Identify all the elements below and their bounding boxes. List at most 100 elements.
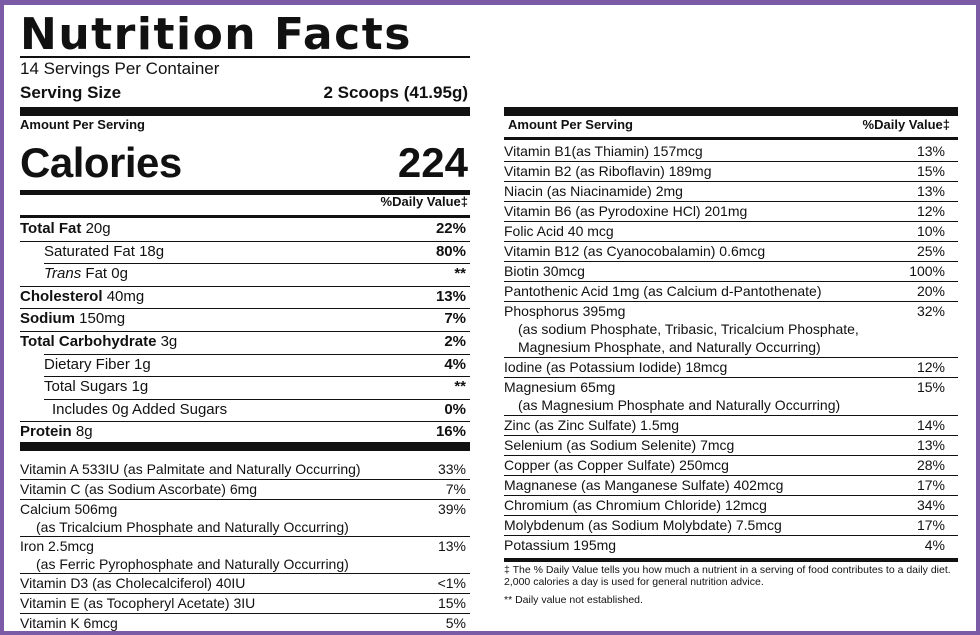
- nutrition-label: Nutrition Facts 14 Servings Per Containe…: [4, 5, 976, 631]
- vitamin-daily-value: 33%: [437, 461, 466, 477]
- macro-daily-value: 0%: [444, 401, 466, 418]
- macro-label: Includes 0g Added Sugars: [52, 401, 228, 418]
- calories-rule: [20, 190, 470, 195]
- row-divider: [44, 354, 470, 355]
- macro-daily-value: 13%: [435, 288, 466, 305]
- nutrient-source: Magnesium Phosphate, and Naturally Occur…: [518, 339, 821, 355]
- footnote-not-established: ** Daily value not established.: [504, 594, 643, 606]
- nutrient-daily-value: 14%: [916, 417, 945, 433]
- nutrient-name: Vitamin B2 (as Riboflavin) 189mg: [504, 163, 712, 179]
- row-divider: [504, 241, 958, 242]
- row-divider: [20, 331, 470, 332]
- macro-amount: 0g: [111, 265, 128, 282]
- nutrient-daily-value: 20%: [916, 283, 945, 299]
- vitamin-daily-value: 13%: [437, 538, 466, 554]
- nutrient-source: (as sodium Phosphate, Tribasic, Tricalci…: [518, 321, 859, 337]
- servings-per-container: 14 Servings Per Container: [20, 59, 220, 78]
- macro-name: Cholesterol 40mg: [20, 288, 144, 306]
- row-divider: [504, 515, 958, 516]
- row-divider: [20, 286, 470, 287]
- nutrient-name: Potassium 195mg: [504, 537, 617, 553]
- macro-daily-value: 16%: [435, 423, 466, 440]
- nutrient-daily-value: 17%: [916, 477, 945, 493]
- macro-label: Sodium: [20, 310, 75, 327]
- row-divider: [504, 495, 958, 496]
- right-amount-per-serving: Amount Per Serving: [508, 117, 633, 132]
- macro-amount: 1g: [134, 356, 151, 373]
- macro-amount: 18g: [139, 243, 165, 260]
- macro-label: Cholesterol: [20, 288, 103, 305]
- row-divider: [20, 593, 470, 594]
- vitamin-name: Iron 2.5mcg: [20, 538, 94, 554]
- nutrient-name: Biotin 30mcg: [504, 263, 585, 279]
- vitamin-name: Vitamin C (as Sodium Ascorbate) 6mg: [20, 481, 258, 497]
- row-divider: [20, 421, 470, 422]
- vitamin-name: Vitamin K 6mcg: [20, 615, 118, 631]
- footnote-calories: 2,000 calories a day is used for general…: [504, 576, 764, 588]
- macro-daily-value: **: [454, 378, 466, 395]
- nutrient-daily-value: 28%: [916, 457, 945, 473]
- nutrient-name: Molybdenum (as Sodium Molybdate) 7.5mcg: [504, 517, 782, 533]
- row-divider: [504, 435, 958, 436]
- macro-amount: 40mg: [106, 288, 145, 305]
- macro-name: Sodium 150mg: [20, 310, 125, 328]
- macro-label: Trans: [44, 265, 82, 282]
- left-amount-per-serving: Amount Per Serving: [20, 117, 145, 132]
- nutrient-name: Vitamin B1(as Thiamin) 157mcg: [504, 143, 703, 159]
- nutrient-name: Pantothenic Acid 1mg (as Calcium d-Panto…: [504, 283, 822, 299]
- label-title: Nutrition Facts: [20, 9, 412, 60]
- row-divider: [20, 613, 470, 614]
- row-divider: [504, 455, 958, 456]
- nutrient-daily-value: 25%: [916, 243, 945, 259]
- row-divider: [504, 377, 958, 378]
- nutrient-daily-value: 12%: [916, 203, 945, 219]
- row-divider: [20, 308, 470, 309]
- vitamin-source: (as Tricalcium Phosphate and Naturally O…: [36, 519, 349, 535]
- left-daily-value-header: %Daily Value‡: [380, 194, 468, 209]
- row-divider: [20, 479, 470, 480]
- vitamin-daily-value: 7%: [445, 481, 466, 497]
- nutrient-name: Copper (as Copper Sulfate) 250mcg: [504, 457, 729, 473]
- nutrient-name: Vitamin B6 (as Pyrodoxine HCl) 201mg: [504, 203, 748, 219]
- serving-thick-rule: [20, 107, 470, 116]
- row-divider: [44, 399, 470, 400]
- macro-name: Protein 8g: [20, 423, 93, 441]
- vitamin-name: Vitamin E (as Tocopheryl Acetate) 3IU: [20, 595, 256, 611]
- macro-amount: 150mg: [79, 310, 126, 327]
- nutrient-daily-value: 15%: [916, 379, 945, 395]
- right-header-rule: [504, 137, 958, 140]
- macro-name: Total Sugars 1g: [44, 378, 148, 396]
- macro-amount: 20g: [85, 220, 111, 237]
- macro-name: Saturated Fat 18g: [44, 243, 164, 261]
- nutrient-daily-value: 32%: [916, 303, 945, 319]
- macro-name: Total Carbohydrate 3g: [20, 333, 177, 351]
- nutrient-name: Magnesium 65mg: [504, 379, 616, 395]
- calories-label: Calories: [20, 139, 182, 186]
- macro-daily-value: 7%: [444, 310, 466, 327]
- macro-daily-value: 22%: [435, 220, 466, 237]
- row-divider: [504, 261, 958, 262]
- vitamin-daily-value: 5%: [445, 615, 466, 631]
- protein-thick-rule: [20, 442, 470, 451]
- macro-label: Total Sugars: [44, 378, 128, 395]
- macro-daily-value: 2%: [444, 333, 466, 350]
- nutrient-name: Magnanese (as Manganese Sulfate) 402mcg: [504, 477, 784, 493]
- nutrient-daily-value: 100%: [909, 263, 945, 279]
- nutrient-daily-value: 13%: [916, 143, 945, 159]
- vitamin-daily-value: <1%: [437, 575, 466, 591]
- macro-daily-value: **: [454, 265, 466, 282]
- macro-amount: 3g: [160, 333, 178, 350]
- vitamin-name: Vitamin A 533IU (as Palmitate and Natura…: [20, 461, 361, 477]
- vitamin-daily-value: 15%: [437, 595, 466, 611]
- row-divider: [504, 161, 958, 162]
- vitamin-name: Vitamin D3 (as Cholecalciferol) 40IU: [20, 575, 246, 591]
- right-daily-value-header: %Daily Value‡: [862, 117, 950, 132]
- nutrient-daily-value: 15%: [916, 163, 945, 179]
- row-divider: [504, 357, 958, 358]
- row-divider: [20, 499, 470, 500]
- row-divider: [504, 181, 958, 182]
- macro-daily-value: 80%: [435, 243, 466, 260]
- row-divider: [20, 573, 470, 574]
- nutrient-daily-value: 17%: [916, 517, 945, 533]
- nutrient-name: Niacin (as Niacinamide) 2mg: [504, 183, 683, 199]
